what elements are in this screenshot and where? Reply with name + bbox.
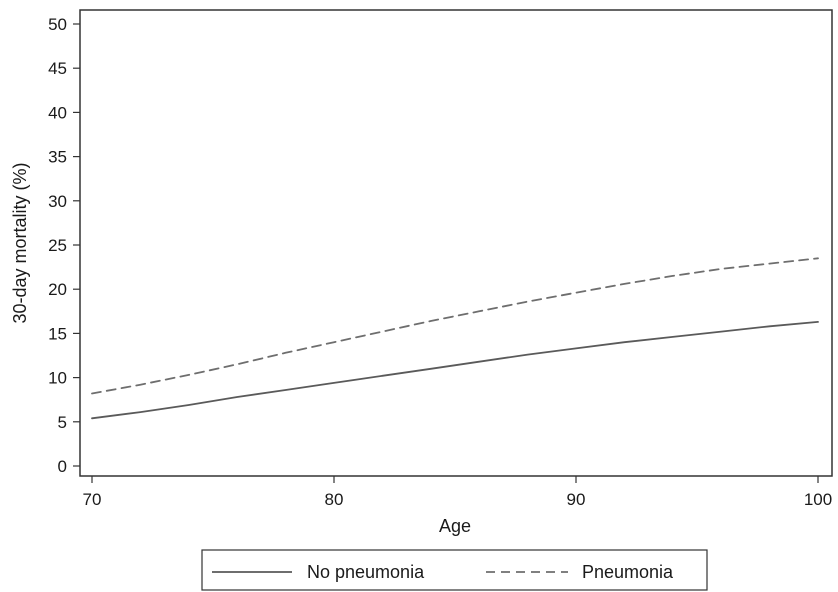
x-tick-label: 100: [804, 490, 832, 509]
y-tick-label: 45: [48, 59, 67, 78]
y-tick-label: 25: [48, 236, 67, 255]
y-tick-label: 20: [48, 280, 67, 299]
x-axis-title: Age: [439, 516, 471, 536]
legend-label-no-pneumonia: No pneumonia: [307, 562, 425, 582]
y-tick-label: 0: [58, 457, 67, 476]
x-axis: 70 80 90 100: [83, 476, 832, 509]
y-tick-label: 35: [48, 148, 67, 167]
y-tick-label: 10: [48, 369, 67, 388]
y-tick-label: 50: [48, 15, 67, 34]
legend: No pneumonia Pneumonia: [201, 549, 708, 591]
x-tick-label: 80: [325, 490, 344, 509]
y-axis: 0 5 10 15 20 25 30 35 40 45 50: [48, 15, 80, 476]
x-tick-label: 90: [567, 490, 586, 509]
y-tick-label: 30: [48, 192, 67, 211]
y-tick-label: 5: [58, 413, 67, 432]
series-layer: [91, 257, 819, 420]
y-tick-label: 15: [48, 324, 67, 343]
y-tick-label: 40: [48, 103, 67, 122]
series-line-pneumonia: [91, 257, 819, 395]
series-line-no-pneumonia: [91, 320, 819, 420]
legend-box: [201, 549, 708, 591]
plot-frame: [79, 9, 833, 477]
y-axis-title: 30-day mortality (%): [10, 162, 30, 323]
x-tick-label: 70: [83, 490, 102, 509]
legend-label-pneumonia: Pneumonia: [582, 562, 674, 582]
